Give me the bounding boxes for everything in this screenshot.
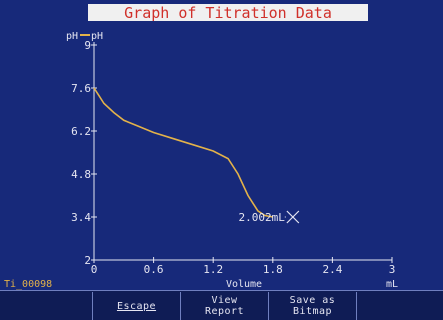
save-bitmap-line1: Save as <box>289 295 336 306</box>
softkey-bar: Escape View Report Save as Bitmap <box>0 290 443 320</box>
legend-label: pH <box>91 31 103 42</box>
softkey-5[interactable] <box>356 292 443 320</box>
y-tick-label: 7.6 <box>71 82 91 95</box>
escape-softkey-label: Escape <box>116 300 157 312</box>
y-axis-ticks: 2 3.4 4.8 6.2 7.6 9 <box>71 39 97 267</box>
save-bitmap-line2: Bitmap <box>292 306 333 317</box>
cursor-marker <box>284 210 300 224</box>
chart-axes <box>93 42 392 261</box>
x-tick-label: 0 <box>91 263 98 276</box>
cursor-readout: 2.002mL <box>239 211 286 224</box>
y-tick-label: 2 <box>84 254 91 267</box>
view-report-softkey[interactable]: View Report <box>180 292 268 320</box>
y-tick-label: 6.2 <box>71 125 91 138</box>
x-tick-label: 2.4 <box>322 263 342 276</box>
softkey-1[interactable] <box>0 292 92 320</box>
cursor-x-stroke <box>286 210 300 224</box>
x-tick-label: 1.8 <box>263 263 283 276</box>
y-axis-label: pH <box>66 31 78 42</box>
file-name: Ti_00098 <box>4 279 52 290</box>
x-tick-label: 3 <box>389 263 396 276</box>
y-tick-label: 9 <box>84 39 91 52</box>
save-bitmap-softkey[interactable]: Save as Bitmap <box>268 292 356 320</box>
titration-chart: Graph of Titration Data pH pH 2 3.4 4.8 6.2… <box>4 4 398 290</box>
x-axis-label: Volume <box>226 279 262 290</box>
chart-title-background <box>88 4 368 21</box>
escape-softkey[interactable]: Escape <box>92 292 180 320</box>
x-axis-ticks: 0 0.6 1.2 1.8 2.4 3 <box>91 257 396 276</box>
view-report-line1: View <box>211 295 238 306</box>
series-line-ph <box>93 87 273 218</box>
x-tick-label: 1.2 <box>203 263 223 276</box>
x-tick-label: 0.6 <box>144 263 164 276</box>
y-tick-label: 3.4 <box>71 211 91 224</box>
chart-title: Graph of Titration Data <box>124 4 332 22</box>
view-report-line2: Report <box>204 306 245 317</box>
x-axis-unit: mL <box>386 279 398 290</box>
y-tick-label: 4.8 <box>71 168 91 181</box>
